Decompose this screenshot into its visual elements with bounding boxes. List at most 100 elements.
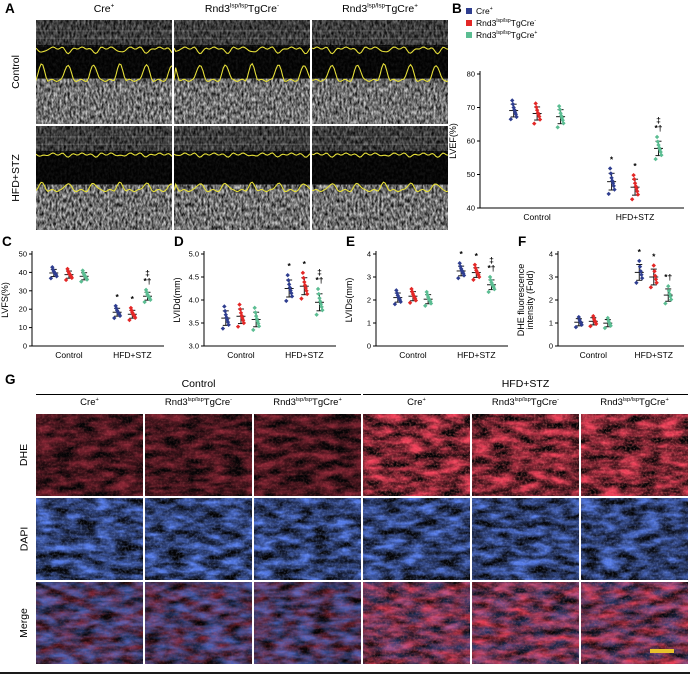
- svg-text:1: 1: [549, 319, 553, 328]
- fluorescence-image: [472, 498, 579, 580]
- svg-text:‡: ‡: [656, 115, 661, 125]
- svg-text:0: 0: [367, 342, 371, 351]
- echo-image: [312, 126, 448, 230]
- svg-text:‡: ‡: [317, 267, 322, 277]
- bottom-divider: [0, 672, 690, 674]
- svg-text:‡: ‡: [145, 268, 150, 278]
- svg-text:LVIDs(mm): LVIDs(mm): [344, 278, 354, 323]
- fluorescence-image: [254, 582, 361, 664]
- svg-text:*†: *†: [654, 123, 662, 133]
- svg-text:40: 40: [467, 204, 475, 213]
- svg-text:*: *: [475, 251, 479, 261]
- legend-item: Cre+: [466, 6, 537, 16]
- svg-text:Control: Control: [523, 212, 551, 222]
- svg-text:HFD+STZ: HFD+STZ: [635, 350, 674, 360]
- svg-text:0: 0: [549, 342, 553, 351]
- svg-text:Control: Control: [580, 350, 608, 360]
- svg-text:*†: *†: [487, 263, 495, 273]
- svg-text:1: 1: [367, 319, 371, 328]
- svg-text:LVEF(%): LVEF(%): [448, 123, 458, 159]
- legend-marker: [466, 8, 472, 14]
- legend-item: Rnd3lsp/lspTgCre-: [466, 18, 537, 28]
- svg-text:*: *: [287, 261, 291, 271]
- legend-item: Rnd3lsp/lspTgCre+: [466, 30, 537, 40]
- legend-marker: [466, 32, 472, 38]
- svg-text:60: 60: [467, 137, 475, 146]
- scale-bar: [650, 649, 674, 653]
- chart-legend: Cre+ Rnd3lsp/lspTgCre- Rnd3lsp/lspTgCre+: [466, 6, 537, 42]
- svg-text:*: *: [303, 259, 307, 269]
- svg-text:30: 30: [19, 286, 27, 295]
- chart-lvef: 40 50 60 70 80 LVEF(%) Control HFD+STZ * * ‡ *†: [448, 58, 690, 232]
- svg-text:DHE fluorescence: DHE fluorescence: [516, 264, 526, 337]
- fluorescence-image: [145, 498, 252, 580]
- fluorescence-image: [36, 582, 143, 664]
- echo-image: [174, 20, 310, 124]
- svg-text:3.5: 3.5: [189, 319, 199, 328]
- svg-text:3: 3: [549, 273, 553, 282]
- fluorescence-image: [581, 498, 688, 580]
- chart-lvids: 0 1 2 3 4 LVIDs(mm) Control HFD+STZ * * ‡ *†: [344, 238, 514, 370]
- fluorescence-image: [581, 414, 688, 496]
- panel-b-label: B: [452, 1, 462, 16]
- svg-text:*†: *†: [664, 272, 672, 282]
- echo-image: [36, 20, 172, 124]
- panel-f-label: F: [518, 234, 527, 249]
- svg-text:5.0: 5.0: [189, 250, 199, 259]
- svg-text:4: 4: [367, 250, 371, 259]
- svg-text:20: 20: [19, 305, 27, 314]
- svg-text:10: 10: [19, 323, 27, 332]
- echo-col-header: Cre+: [93, 2, 115, 15]
- chart-dhe-intensity: 0 1 2 3 4 DHE fluorescence intensity (Fold) Con…: [516, 238, 690, 370]
- svg-text:*: *: [131, 294, 135, 304]
- chart-lvidd: 3.0 3.5 4.0 4.5 5.0 LVIDd(mm) Control HFD+STZ * *…: [172, 238, 342, 370]
- fluorescence-image: [363, 498, 470, 580]
- fluorescence-image: [472, 582, 579, 664]
- fluor-col-header: Rnd3lsp/lspTgCre-: [491, 396, 560, 408]
- fluor-group-header-control: Control: [36, 378, 361, 395]
- svg-text:Control: Control: [227, 350, 255, 360]
- svg-text:50: 50: [19, 250, 27, 259]
- fluorescence-image: [36, 414, 143, 496]
- svg-text:70: 70: [467, 103, 475, 112]
- svg-text:*: *: [638, 247, 642, 257]
- legend-label: Rnd3lsp/lspTgCre-: [476, 18, 537, 28]
- fluorescence-image: [363, 582, 470, 664]
- fluor-col-header: Rnd3lsp/lspTgCre+: [273, 396, 342, 408]
- svg-text:HFD+STZ: HFD+STZ: [457, 350, 496, 360]
- echo-col-header: Rnd3lsp/lspTgCre-: [204, 2, 280, 15]
- panel-a-label: A: [5, 1, 15, 16]
- fluorescence-image: [254, 498, 361, 580]
- panel-e-label: E: [346, 234, 356, 249]
- svg-text:Control: Control: [55, 350, 83, 360]
- svg-text:*: *: [610, 154, 614, 164]
- svg-text:2: 2: [367, 296, 371, 305]
- fluor-group-header-hfdstz: HFD+STZ: [363, 378, 688, 395]
- svg-text:2: 2: [549, 296, 553, 305]
- legend-marker: [466, 20, 472, 26]
- fluorescence-image: [36, 498, 143, 580]
- svg-text:HFD+STZ: HFD+STZ: [285, 350, 324, 360]
- echo-image-grid: [36, 20, 448, 230]
- svg-text:4.0: 4.0: [189, 296, 199, 305]
- svg-text:50: 50: [467, 170, 475, 179]
- svg-text:4: 4: [549, 250, 553, 259]
- panel-g-label: G: [5, 372, 16, 387]
- fluorescence-image: [145, 582, 252, 664]
- svg-text:*†: *†: [315, 275, 323, 285]
- svg-text:*: *: [652, 252, 656, 262]
- svg-text:3: 3: [367, 273, 371, 282]
- legend-label: Rnd3lsp/lspTgCre+: [476, 30, 538, 40]
- fluor-col-header: Cre+: [80, 396, 99, 408]
- fluor-col-header: Cre+: [407, 396, 426, 408]
- svg-text:0: 0: [23, 342, 27, 351]
- echo-image: [36, 126, 172, 230]
- svg-text:3.0: 3.0: [189, 342, 199, 351]
- echo-image: [312, 20, 448, 124]
- svg-text:intensity (Fold): intensity (Fold): [525, 270, 535, 329]
- svg-text:*: *: [459, 249, 463, 259]
- svg-text:80: 80: [467, 70, 475, 79]
- panel-d-label: D: [174, 234, 184, 249]
- echo-image: [174, 126, 310, 230]
